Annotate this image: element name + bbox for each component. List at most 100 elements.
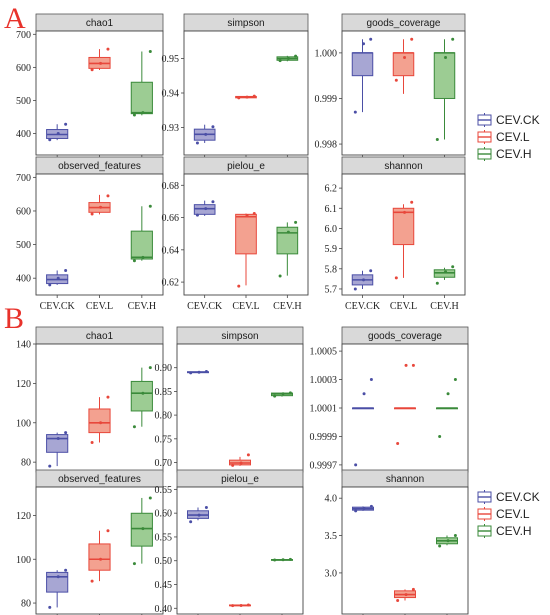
box-cev-ck: [193, 124, 216, 145]
box-body: [392, 52, 415, 77]
data-point: [252, 94, 256, 98]
data-point: [394, 78, 398, 82]
data-point: [404, 593, 408, 597]
x-tick-label: CEV.CK: [345, 301, 381, 312]
x-tick-label: CEV.L: [86, 301, 113, 312]
data-point: [132, 259, 136, 263]
facet-b-goods-coverage: goods_coverage 0.9997 0.9999 1.0001 1.0003 1.…: [310, 326, 469, 489]
box-cev-ck: [193, 200, 216, 217]
y-tick-label: 120: [16, 379, 31, 390]
data-point: [362, 42, 366, 46]
data-point: [195, 213, 199, 217]
data-point: [239, 461, 243, 465]
box-body: [46, 571, 69, 593]
data-point: [288, 557, 292, 561]
data-point: [237, 284, 241, 288]
box-body: [392, 207, 415, 246]
data-point: [278, 274, 282, 278]
y-tick-label: 6.2: [325, 184, 338, 195]
y-tick-label: 700: [16, 173, 31, 184]
data-point: [189, 371, 193, 375]
facet-title: simpson: [227, 18, 264, 29]
data-point: [48, 283, 52, 287]
facet-title: chao1: [86, 18, 114, 29]
data-point: [273, 558, 277, 562]
data-point: [56, 276, 60, 280]
y-tick-label: 0.90: [155, 363, 173, 374]
box-cev-l: [88, 395, 111, 444]
data-point: [362, 507, 366, 511]
facet-a-goods-coverage: goods_coverage0.9980.9991.000CEV.CKCEV.L…: [315, 13, 466, 172]
data-point: [237, 96, 241, 100]
box-cev-h: [271, 391, 293, 398]
box-cev-h: [130, 496, 153, 566]
box-cev-h: [433, 37, 456, 141]
data-point: [410, 37, 414, 41]
data-point: [99, 61, 103, 65]
box-cev-ck: [187, 505, 209, 524]
y-tick-label: 0.45: [155, 580, 173, 591]
box-cev-h: [271, 557, 293, 562]
data-point: [394, 276, 398, 280]
facet-a-pielou-e: pielou_e 0.62 0.64 0.66 0.68 CEV.CK CEV.L CEV.H: [162, 156, 309, 312]
data-point: [446, 539, 450, 543]
data-point: [451, 265, 455, 269]
box-cev-ck: [46, 431, 69, 468]
y-tick-label: 0.9997: [310, 460, 338, 471]
box-cev-l: [392, 200, 415, 280]
data-point: [252, 212, 256, 216]
y-tick-label: 140: [16, 340, 31, 351]
data-point: [435, 281, 439, 285]
data-point: [294, 54, 298, 58]
legends-group: CEV.CK CEV.L CEV.H CEV.CK CEV.L CEV.H: [477, 113, 540, 538]
data-point: [362, 392, 366, 396]
data-point: [231, 604, 235, 608]
x-tick-label: CEV.CK: [187, 301, 223, 312]
x-tick-label: CEV.H: [128, 301, 156, 312]
box-cev-h: [433, 265, 456, 285]
y-tick-label: 0.85: [155, 387, 173, 398]
data-point: [90, 212, 94, 216]
box-body: [433, 52, 456, 99]
y-tick-label: 3.0: [325, 568, 338, 579]
y-tick-label: 0.68: [162, 181, 180, 192]
box-cev-ck: [352, 504, 374, 513]
y-tick-label: 0.50: [155, 556, 173, 567]
legend-item: CEV.CK: [477, 113, 540, 127]
data-point: [99, 421, 103, 425]
data-point: [435, 138, 439, 141]
data-point: [353, 110, 357, 114]
data-point: [411, 587, 415, 591]
data-point: [211, 200, 215, 204]
facet-title: shannon: [386, 474, 424, 485]
data-point: [106, 194, 110, 198]
data-point: [148, 496, 152, 500]
data-point: [245, 214, 249, 218]
box-cev-ck: [352, 378, 374, 467]
data-point: [148, 204, 152, 208]
x-tick-label: CEV.CK: [40, 301, 76, 312]
box-cev-ck: [351, 269, 374, 291]
data-point: [403, 55, 407, 59]
data-point: [294, 220, 298, 224]
data-point: [64, 122, 68, 126]
y-tick-label: 0.55: [155, 532, 173, 543]
y-tick-label: 0.66: [162, 213, 180, 224]
data-point: [353, 287, 357, 291]
y-tick-label: 3.5: [325, 531, 338, 542]
box-cev-h: [130, 366, 153, 429]
data-point: [453, 534, 457, 538]
data-point: [410, 200, 414, 204]
data-point: [204, 505, 208, 509]
y-tick-label: 0.9999: [310, 432, 338, 443]
legend-label: CEV.H: [496, 524, 532, 538]
data-point: [48, 138, 52, 142]
facet-b-pielou-e: pielou_e0.400.450.500.550.600.65CEV.CKCE…: [155, 469, 304, 615]
facet-title: observed_features: [58, 161, 141, 172]
data-point: [141, 527, 145, 531]
box-body: [130, 380, 153, 412]
y-tick-label: 0.94: [162, 89, 180, 100]
